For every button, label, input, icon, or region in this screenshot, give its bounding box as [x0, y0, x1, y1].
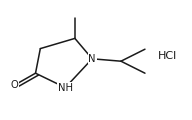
- Text: O: O: [11, 80, 18, 90]
- Text: HCl: HCl: [157, 51, 177, 61]
- Text: N: N: [88, 54, 96, 64]
- Text: NH: NH: [58, 83, 73, 93]
